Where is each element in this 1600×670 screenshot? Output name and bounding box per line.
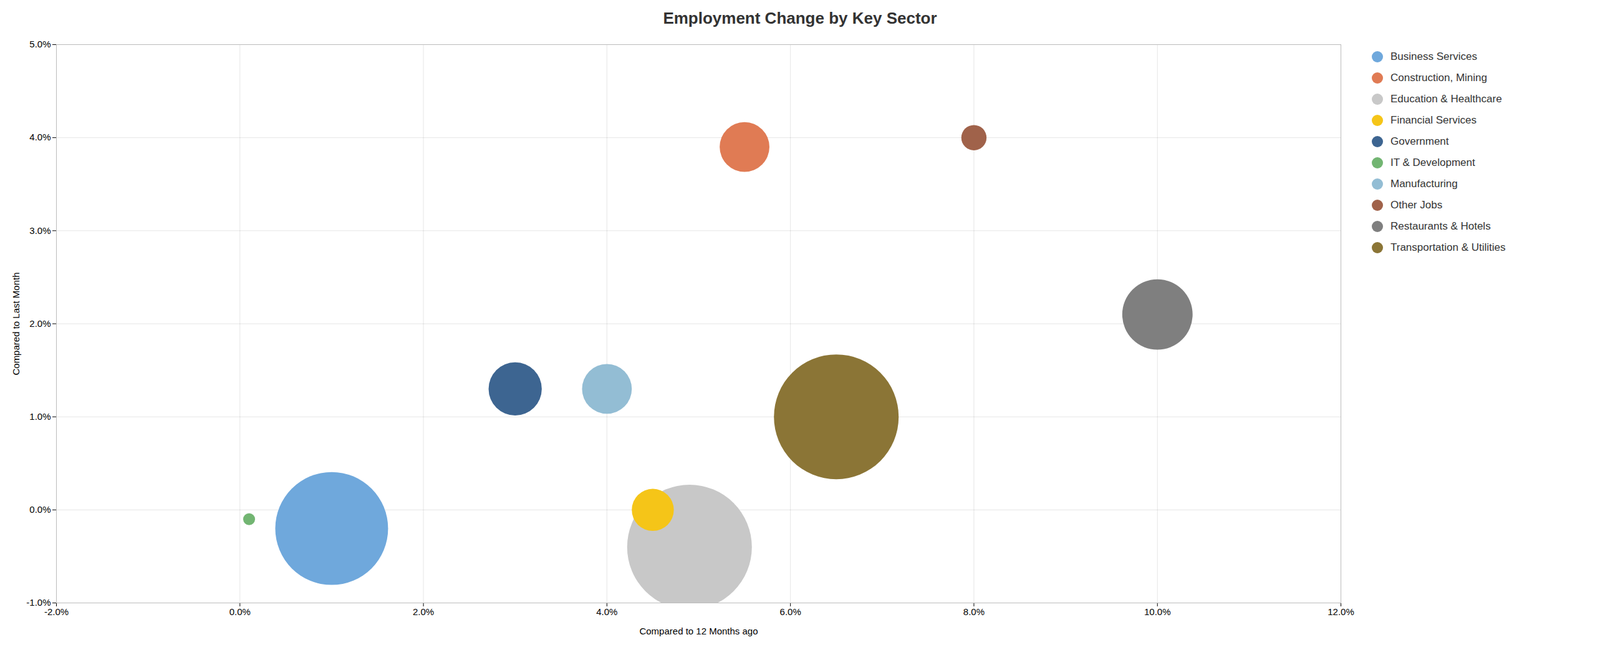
svg-text:12.0%: 12.0% (1327, 606, 1355, 617)
svg-text:4.0%: 4.0% (596, 606, 618, 617)
html-text:Restaurants & Hotels: Restaurants & Hotels (1390, 220, 1491, 232)
html-text:Education & Healthcare: Education & Healthcare (1390, 92, 1502, 105)
html-text:Other Jobs: Other Jobs (1390, 198, 1443, 211)
svg-text:-2.0%: -2.0% (44, 606, 69, 617)
svg-text:10.0%: 10.0% (1144, 606, 1172, 617)
svg-text:0.0%: 0.0% (29, 503, 51, 515)
html-text:IT & Development: IT & Development (1390, 156, 1476, 169)
svg-text:5.0%: 5.0% (29, 38, 51, 50)
svg-text:2.0%: 2.0% (412, 606, 434, 617)
svg-text:2.0%: 2.0% (29, 318, 51, 329)
html-text:Employment Change by Key Secto: Employment Change by Key Sector (663, 8, 937, 28)
svg-text:Compared to 12 Months ago: Compared to 12 Months ago (639, 625, 758, 637)
svg-text:Compared to Last Month: Compared to Last Month (10, 271, 22, 375)
html-text:Government: Government (1390, 135, 1449, 148)
html-text:Business Services: Business Services (1390, 50, 1478, 63)
svg-text:-1.0%: -1.0% (26, 596, 51, 608)
svg-text:8.0%: 8.0% (963, 606, 985, 617)
svg-text:3.0%: 3.0% (29, 225, 51, 236)
svg-text:0.0%: 0.0% (229, 606, 251, 617)
html-text:Transportation & Utilities: Transportation & Utilities (1390, 241, 1506, 254)
html-text:Construction, Mining: Construction, Mining (1390, 71, 1488, 84)
html-text:Manufacturing: Manufacturing (1390, 177, 1458, 190)
svg-text:6.0%: 6.0% (780, 606, 802, 617)
html-text:Financial Services: Financial Services (1390, 114, 1477, 126)
svg-text:1.0%: 1.0% (29, 410, 51, 422)
svg-text:4.0%: 4.0% (29, 131, 51, 143)
